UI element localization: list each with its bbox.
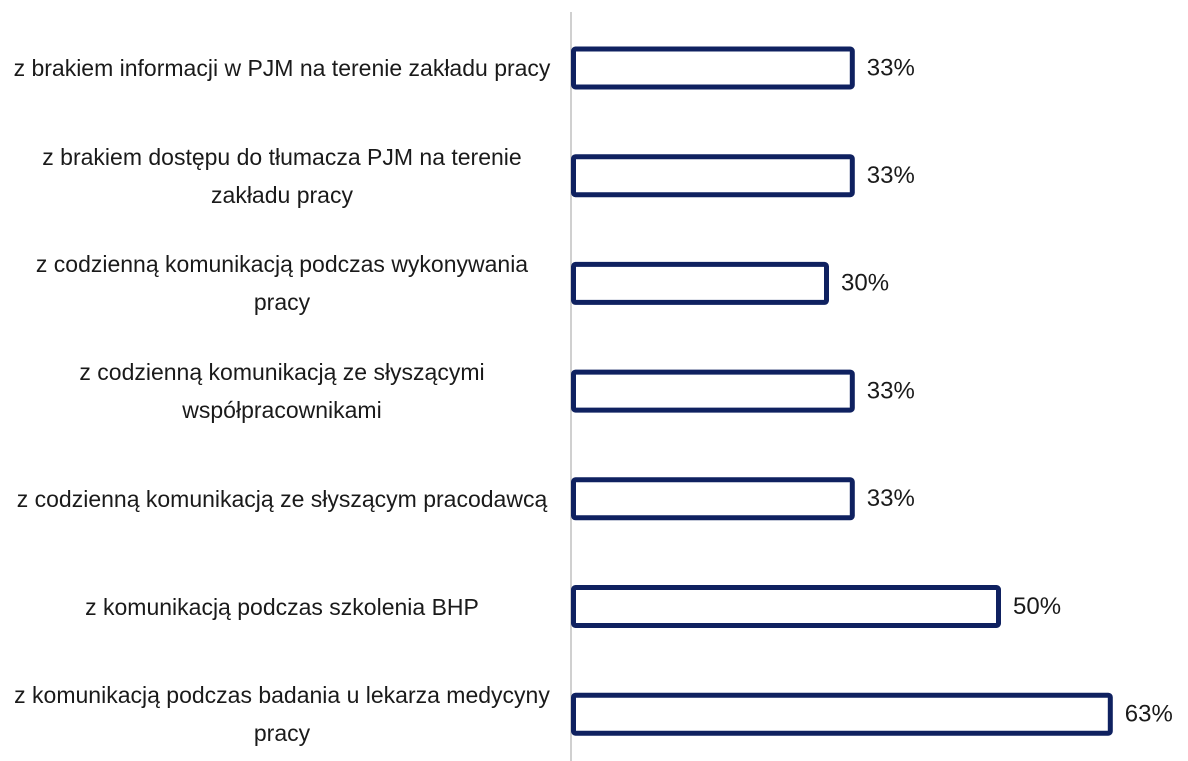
bar [571,154,855,198]
bar [571,477,855,521]
category-label: z komunikacją podczas badania u lekarza … [14,682,550,747]
data-label: 33% [867,377,915,404]
data-label: 33% [867,485,915,512]
category-label: z codzienną komunikacją ze słyszącym pra… [16,485,548,512]
category-label: z codzienną komunikacją ze słyszącymi ws… [79,359,485,424]
bar [571,585,1001,628]
category-label: z codzienną komunikacją podczas wykonywa… [35,251,529,316]
bar [571,261,829,305]
bar [571,692,1113,736]
category-label: z komunikacją podczas szkolenia BHP [85,593,479,620]
category-label: z brakiem dostępu do tłumacza PJM na ter… [42,143,522,208]
data-label: 30% [841,270,889,297]
data-label: 50% [1013,593,1061,620]
data-label: 33% [867,162,915,189]
category-label: z brakiem informacji w PJM na terenie za… [13,55,551,81]
bar [571,46,855,90]
bar [571,369,855,413]
data-label: 63% [1125,701,1173,728]
data-label: 33% [867,54,915,81]
